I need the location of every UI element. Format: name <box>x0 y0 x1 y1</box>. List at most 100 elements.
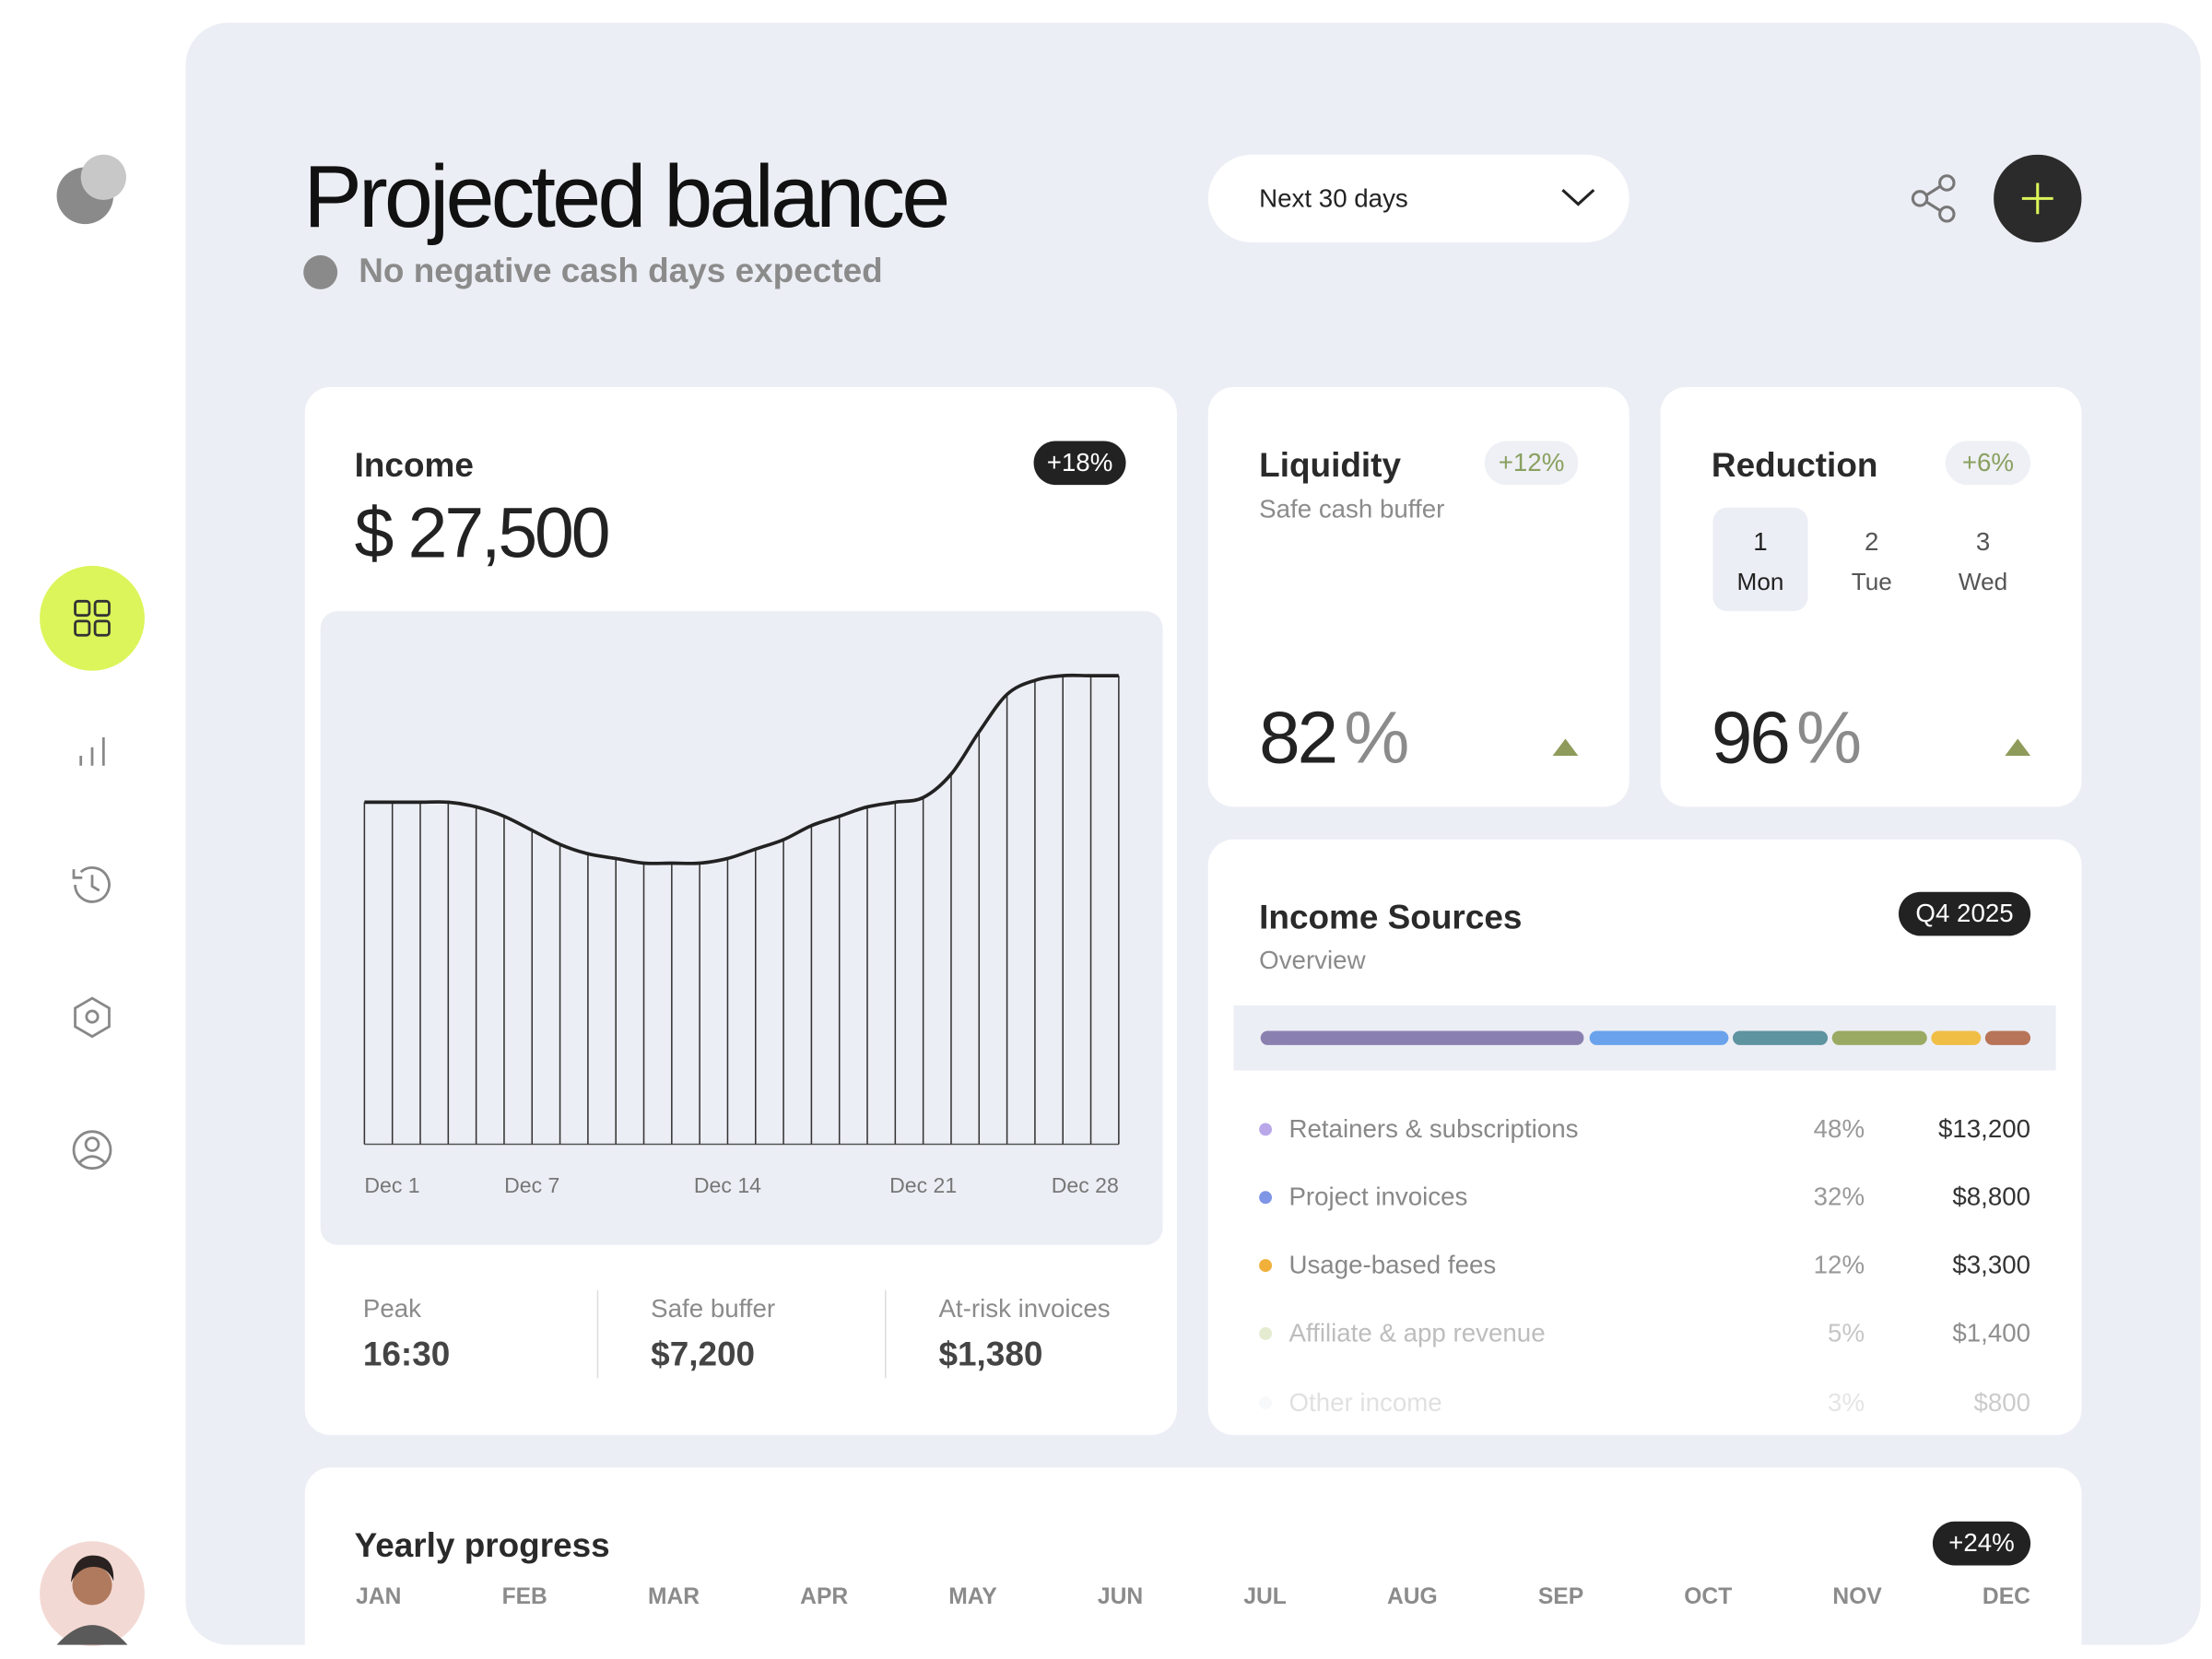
card-title: Yearly progress <box>354 1526 610 1566</box>
chevron <box>1561 189 1595 206</box>
sources-card: Income Sources Overview Q4 2025 Retainer… <box>1207 839 2082 1435</box>
metric-unit: % <box>1795 697 1862 781</box>
nav-history[interactable] <box>72 866 111 903</box>
card-subtitle: Overview <box>1259 946 1366 974</box>
card-title: Liquidity <box>1259 446 1401 486</box>
month-label: NOV <box>1832 1585 1882 1610</box>
logo <box>80 154 126 200</box>
page-title: Projected balance <box>303 148 950 247</box>
stat-value: $1,380 <box>938 1335 1043 1374</box>
metric: 96% <box>1711 696 1862 781</box>
source-share: 48% <box>1813 1113 1865 1143</box>
card-title: Income Sources <box>1259 899 1523 937</box>
source-name: Project invoices <box>1288 1182 1468 1211</box>
day-name: Mon <box>1736 568 1784 596</box>
nav-profile[interactable] <box>72 1130 112 1171</box>
reduction-card: Reduction +6% 96% 1 Mon 2 Tue 3 Wed <box>1660 387 2082 807</box>
month-label: MAR <box>647 1585 700 1610</box>
nav-dashboard[interactable] <box>40 565 145 671</box>
legend-dot <box>1259 1122 1273 1135</box>
share-button[interactable] <box>1909 173 1959 224</box>
divider <box>596 1290 599 1379</box>
change-badge: +6% <box>1945 441 2031 486</box>
month-label: MAY <box>948 1585 997 1610</box>
card-title: Reduction <box>1711 446 1878 486</box>
source-share: 32% <box>1813 1182 1865 1211</box>
legend-dot <box>1259 1327 1273 1341</box>
day-name: Wed <box>1958 568 2008 596</box>
source-row: Project invoices 32% $8,800 <box>1259 1176 2030 1218</box>
stat: Peak 16:30 <box>363 1295 450 1376</box>
metric: 82% <box>1259 696 1409 781</box>
stat-label: Peak <box>362 1294 421 1324</box>
metric-unit: % <box>1344 697 1409 781</box>
source-name: Other income <box>1288 1387 1442 1417</box>
month-axis: JAN FEB MAR APR MAY JUN JUL AUG SEP OCT NOV DEC <box>356 1585 2030 1611</box>
metric-value: 82 <box>1259 697 1338 781</box>
stat-value: $7,200 <box>651 1335 756 1374</box>
source-share: 12% <box>1813 1251 1865 1279</box>
day-name: Tue <box>1851 568 1892 596</box>
trend-up <box>1552 738 1579 757</box>
source-amount: $8,800 <box>1952 1182 2031 1211</box>
source-row: Usage-based fees 12% $3,300 <box>1259 1244 2030 1287</box>
change-badge: +12% <box>1484 441 1579 486</box>
source-name: Affiliate & app revenue <box>1288 1319 1546 1348</box>
source-row: Other income 3% $800 <box>1259 1382 2030 1424</box>
stat: Safe buffer $7,200 <box>651 1295 775 1376</box>
month-label: OCT <box>1684 1585 1733 1610</box>
sidebar <box>40 154 145 1647</box>
add-button[interactable] <box>1994 154 2082 243</box>
source-row: Affiliate & app revenue 5% $1,400 <box>1259 1312 2030 1355</box>
stat-label: Safe buffer <box>651 1294 776 1324</box>
legend-dot <box>1259 1259 1273 1273</box>
stat-label: At-risk invoices <box>938 1294 1111 1324</box>
source-amount: $1,400 <box>1952 1319 2031 1348</box>
month-label: AUG <box>1387 1585 1438 1610</box>
stat-value: 16:30 <box>362 1335 451 1374</box>
month-label: JUN <box>1097 1585 1144 1610</box>
month-label: JUL <box>1243 1585 1287 1610</box>
grid-icon <box>74 599 111 637</box>
avatar-figure <box>56 1555 128 1645</box>
metric-value: 96 <box>1711 697 1791 781</box>
source-amount: $13,200 <box>1937 1113 2031 1143</box>
period-dropdown[interactable]: Next 30 days <box>1207 154 1630 243</box>
change-badge: +24% <box>1932 1521 2031 1566</box>
day-option[interactable]: 2 Tue <box>1824 508 1919 611</box>
yearly-card: Yearly progress +24% <box>304 1467 2082 1645</box>
nav-settings[interactable] <box>74 996 111 1039</box>
status-text: No negative cash days expected <box>359 252 883 291</box>
legend-dot <box>1259 1395 1273 1409</box>
month-label: SEP <box>1537 1585 1584 1610</box>
day-option[interactable]: 1 Mon <box>1712 507 1808 612</box>
card-title: Income <box>354 446 474 486</box>
divider <box>885 1290 887 1379</box>
source-row: Retainers & subscriptions 48% $13,200 <box>1259 1108 2030 1150</box>
month-label: APR <box>800 1585 849 1610</box>
sources-bar <box>1233 1005 2056 1071</box>
source-share: 5% <box>1828 1319 1865 1348</box>
trend-up <box>2005 738 2031 757</box>
month-label: DEC <box>1982 1585 2030 1610</box>
month-label: FEB <box>501 1585 547 1610</box>
liquidity-card: Liquidity +12% Safe cash buffer 82% <box>1207 387 1630 807</box>
chart-area <box>320 611 1163 1245</box>
source-amount: $800 <box>1973 1387 2031 1417</box>
day-option[interactable]: 3 Wed <box>1936 508 2030 611</box>
nav-stats[interactable] <box>79 737 105 766</box>
source-share: 3% <box>1828 1387 1865 1417</box>
day-number: 2 <box>1865 527 1879 557</box>
status-dot <box>303 254 338 289</box>
card-subtitle: Safe cash buffer <box>1259 494 1445 524</box>
change-badge: +18% <box>1033 441 1126 486</box>
month-label: JAN <box>356 1585 402 1610</box>
income-amount: $ 27,500 <box>354 493 611 573</box>
source-amount: $3,300 <box>1952 1251 2031 1279</box>
source-name: Usage-based fees <box>1288 1251 1497 1279</box>
source-name: Retainers & subscriptions <box>1288 1113 1579 1143</box>
dropdown-label: Next 30 days <box>1259 184 1408 213</box>
stat: At-risk invoices $1,380 <box>938 1295 1110 1376</box>
